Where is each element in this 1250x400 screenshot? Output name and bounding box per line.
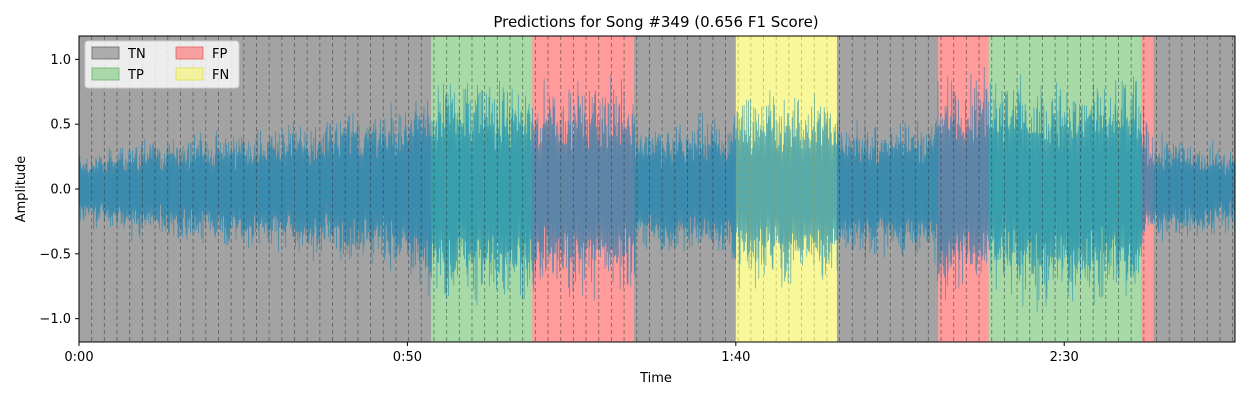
waveform-layer (79, 66, 1235, 312)
waveform-line (79, 66, 1235, 312)
beat-markers (79, 36, 1234, 342)
segment-tint-5 (836, 36, 939, 342)
legend-swatch-fn (175, 67, 204, 81)
legend-label-tp: TP (127, 68, 144, 83)
x-axis-title: Time (639, 371, 672, 386)
segment-tint-8 (1141, 36, 1154, 342)
legend-swatch-tn (91, 46, 120, 60)
x-tick-label: 0:50 (393, 350, 422, 365)
y-tick-label: 1.0 (50, 53, 71, 68)
chart-title: Predictions for Song #349 (0.656 F1 Scor… (493, 13, 818, 31)
y-tick-label: 0.0 (50, 183, 71, 198)
legend-label-fp: FP (212, 47, 227, 62)
y-tick-label: −0.5 (39, 247, 71, 262)
legend-swatch-fp (175, 46, 204, 60)
segment-tint-3 (634, 36, 736, 342)
segment-tint-1 (431, 36, 533, 342)
legend-label-tn: TN (127, 47, 146, 62)
legend-label-fn: FN (212, 68, 229, 83)
x-tick-label: 1:40 (721, 350, 750, 365)
y-axis-title: Amplitude (14, 156, 29, 223)
y-tick-label: 0.5 (50, 118, 71, 133)
plot-area (78, 35, 1236, 343)
legend-swatch-tp (91, 67, 120, 81)
y-tick-label: −1.0 (39, 312, 71, 327)
segment-tint-6 (938, 36, 989, 342)
segment-tint-2 (532, 36, 635, 342)
segment-tint-7 (988, 36, 1142, 342)
segment-tint-4 (735, 36, 837, 342)
x-tick-label: 0:00 (64, 350, 93, 365)
segments-overlay (79, 36, 1235, 342)
x-axis: 0:00 0:50 1:40 2:30 (64, 342, 1079, 365)
x-tick-label: 2:30 (1050, 350, 1079, 365)
legend: TN FP TP FN (84, 40, 240, 89)
y-axis: 1.0 0.5 0.0 −0.5 −1.0 (39, 53, 79, 327)
